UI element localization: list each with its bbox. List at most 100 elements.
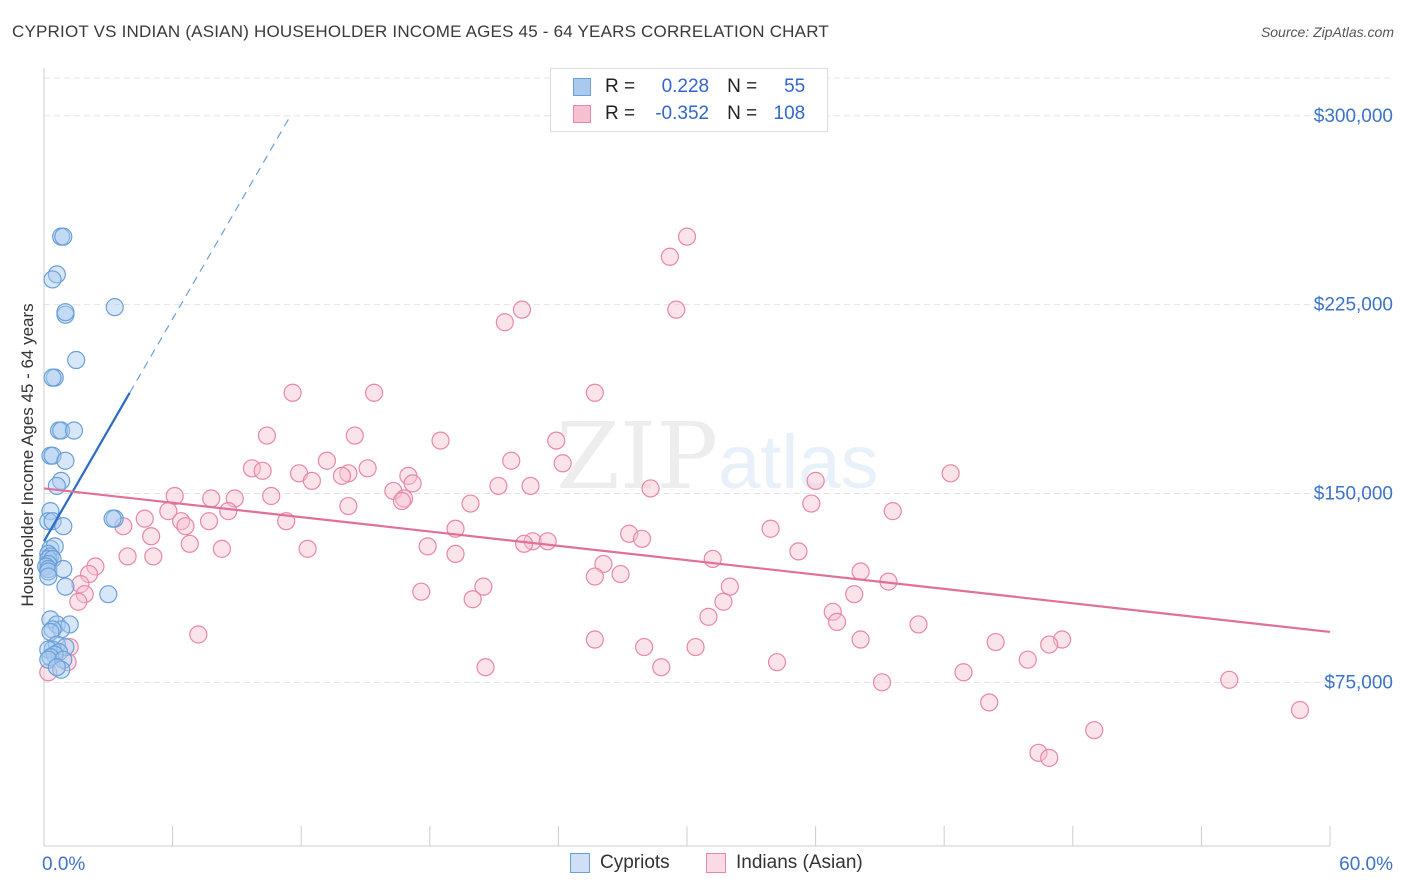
indian-asian-point	[632, 529, 652, 548]
cypriot-point	[56, 303, 75, 322]
indian-asian-point	[1290, 700, 1310, 720]
cypriot-point	[60, 615, 79, 634]
indian-asian-point	[823, 602, 842, 621]
indian-asian-point	[1018, 650, 1037, 669]
indian-asian-point	[652, 658, 671, 677]
legend-swatch-indians	[573, 105, 591, 123]
indian-asian-point	[802, 494, 821, 513]
indian-asian-point	[339, 496, 358, 516]
indian-asian-point	[872, 673, 892, 692]
cypriot-point	[103, 509, 122, 528]
indian-asian-point	[851, 630, 870, 649]
cypriot-point	[39, 562, 58, 581]
legend-row-cypriots: R = 0.228 N = 55	[573, 76, 805, 98]
indian-asian-point	[553, 454, 572, 473]
indian-asian-point	[394, 489, 414, 508]
indian-asian-point	[789, 542, 808, 561]
cypriot-point	[43, 620, 62, 639]
indian-asian-point	[180, 534, 199, 553]
chart-title: CYPRIOT VS INDIAN (ASIAN) HOUSEHOLDER IN…	[12, 22, 829, 41]
indian-asian-point	[135, 509, 154, 528]
indian-asian-point	[199, 512, 219, 531]
indian-asian-point	[302, 471, 322, 490]
indian-asian-point	[392, 491, 412, 511]
indian-asian-point	[86, 557, 105, 576]
legend-n-value-cypriots: 55	[784, 76, 806, 97]
indian-asian-point	[364, 383, 384, 402]
indian-asian-point	[1085, 721, 1104, 740]
cypriot-point	[56, 451, 75, 470]
cypriot-point	[64, 421, 84, 440]
tick-labels: $75,000 $150,000 $225,000 $300,000 0.0% 60.0%	[42, 106, 1393, 875]
indian-asian-point	[69, 592, 88, 611]
indian-asian-point	[909, 615, 928, 634]
cypriot-point	[105, 298, 124, 317]
indian-asian-point	[521, 476, 540, 496]
y-tick-label: $225,000	[1314, 295, 1393, 316]
cypriot-points	[37, 227, 124, 679]
cypriot-point	[99, 585, 118, 604]
indian-asian-point	[512, 300, 532, 319]
indian-asian-point	[75, 585, 94, 604]
y-tick-label: $75,000	[1324, 672, 1393, 693]
indian-asian-point	[585, 383, 604, 402]
indian-asian-point	[585, 567, 604, 586]
indian-asian-point	[667, 300, 686, 319]
indian-asian-point	[142, 527, 161, 546]
indian-asian-point	[118, 547, 137, 566]
indian-asian-point	[418, 537, 437, 556]
indian-asian-point	[806, 471, 825, 490]
x-tick-label-max: 60.0%	[1339, 854, 1393, 875]
legend-r-value-indians: -0.352	[655, 103, 710, 124]
series-legend-indians[interactable]: Indians (Asian)	[706, 852, 863, 874]
indian-asian-point	[767, 653, 787, 672]
indian-asian-point	[219, 502, 238, 521]
cypriot-point	[54, 559, 73, 579]
indian-asian-point	[495, 313, 514, 332]
legend-r-label: R =	[605, 103, 636, 124]
indian-asian-point	[1220, 670, 1239, 689]
cypriot-point	[39, 567, 58, 586]
indian-asian-point	[502, 451, 521, 470]
trend-lines	[43, 115, 1331, 634]
indian-asian-point	[212, 539, 231, 558]
indian-asian-point	[594, 554, 613, 574]
cypriot-point	[47, 658, 66, 677]
series-legend-cypriots[interactable]: Cypriots	[570, 852, 670, 874]
indian-asian-point	[720, 577, 739, 596]
x-tick-label-min: 0.0%	[42, 854, 85, 875]
indian-asian-points	[39, 227, 1310, 767]
indian-asian-point	[827, 612, 847, 631]
grid-lines	[44, 77, 1392, 683]
indian-asian-point	[851, 562, 870, 581]
indian-asian-point	[986, 632, 1005, 652]
indian-asian-point	[1040, 635, 1059, 654]
legend-n-label: N =	[727, 103, 758, 124]
indian-asian-point	[703, 549, 722, 569]
series-swatch-indians	[706, 853, 726, 873]
indian-asian-point	[257, 426, 277, 445]
indian-asian-point	[474, 577, 493, 596]
indian-asian-trend-line	[43, 487, 1331, 634]
legend-n-label: N =	[727, 76, 758, 97]
indian-asian-point	[403, 474, 422, 493]
indian-asian-point	[431, 431, 450, 450]
indian-asian-point	[845, 585, 864, 604]
indian-asian-point	[660, 247, 679, 266]
cypriot-point	[43, 368, 62, 387]
indian-asian-point	[358, 459, 377, 478]
indian-asian-point	[412, 582, 431, 601]
series-legend: Cypriots Indians (Asian)	[0, 852, 1406, 876]
indian-asian-point	[761, 519, 780, 538]
indian-asian-point	[538, 532, 557, 551]
indian-asian-point	[980, 693, 999, 712]
cypriot-point	[47, 476, 66, 496]
cypriot-trend-line	[43, 392, 131, 542]
indian-asian-point	[202, 489, 221, 508]
indian-asian-point	[262, 486, 281, 506]
indian-asian-point	[954, 663, 973, 682]
indian-asian-point	[176, 517, 195, 536]
y-tick-label: $150,000	[1314, 483, 1393, 504]
indian-asian-point	[686, 637, 705, 657]
cypriot-point	[54, 517, 73, 536]
